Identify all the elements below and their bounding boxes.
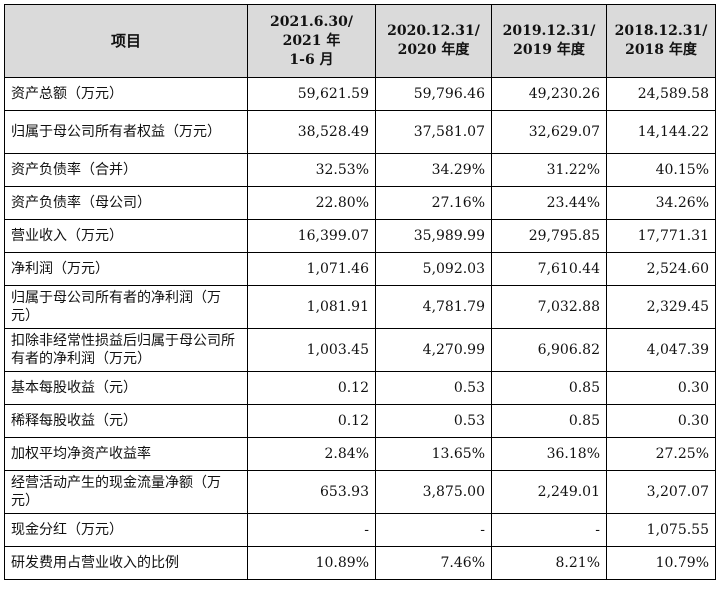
row-label: 净利润（万元） bbox=[4, 252, 248, 286]
table-row: 资产负债率（母公司） 22.80% 27.16% 23.44% 34.26% bbox=[4, 186, 716, 220]
row-label: 资产负债率（合并） bbox=[4, 153, 248, 187]
row-value: 2.84% bbox=[247, 437, 376, 471]
row-value: 34.26% bbox=[606, 186, 716, 220]
row-value: 29,795.85 bbox=[491, 219, 607, 253]
row-value: 31.22% bbox=[491, 153, 607, 187]
row-value: 32,629.07 bbox=[491, 110, 607, 154]
table-row: 归属于母公司所有者的净利润（万元） 1,081.91 4,781.79 7,032.8… bbox=[4, 285, 716, 329]
header-2019: 2019.12.31/2019 年度 bbox=[491, 4, 607, 78]
row-value: 32.53% bbox=[247, 153, 376, 187]
row-value: 3,207.07 bbox=[606, 470, 716, 514]
table-header: 项目 2021.6.30/2021 年 1-6 月 2020.12.31/2020… bbox=[4, 4, 716, 78]
row-value: 22.80% bbox=[247, 186, 376, 220]
row-label: 归属于母公司所有者的净利润（万元） bbox=[4, 285, 248, 329]
row-value: 36.18% bbox=[491, 437, 607, 471]
row-value: 1,075.55 bbox=[606, 513, 716, 547]
table-row: 资产负债率（合并） 32.53% 34.29% 31.22% 40.15% bbox=[4, 153, 716, 187]
row-value: 59,621.59 bbox=[247, 77, 376, 111]
row-label: 经营活动产生的现金流量净额（万元） bbox=[4, 470, 248, 514]
row-value: 0.12 bbox=[247, 404, 376, 438]
row-value: 14,144.22 bbox=[606, 110, 716, 154]
row-value: 4,047.39 bbox=[606, 328, 716, 372]
row-value: 5,092.03 bbox=[375, 252, 492, 286]
financial-indicators-table: 项目 2021.6.30/2021 年 1-6 月 2020.12.31/2020… bbox=[4, 4, 716, 580]
row-value: 10.79% bbox=[606, 546, 716, 580]
row-value: 38,528.49 bbox=[247, 110, 376, 154]
row-value: 13.65% bbox=[375, 437, 492, 471]
row-value: 2,524.60 bbox=[606, 252, 716, 286]
table-row: 加权平均净资产收益率 2.84% 13.65% 36.18% 27.25% bbox=[4, 437, 716, 471]
row-value: 10.89% bbox=[247, 546, 376, 580]
row-value: - bbox=[491, 513, 607, 547]
row-value: 8.21% bbox=[491, 546, 607, 580]
row-value: 27.16% bbox=[375, 186, 492, 220]
row-value: 24,589.58 bbox=[606, 77, 716, 111]
table-row: 经营活动产生的现金流量净额（万元） 653.93 3,875.00 2,249.01 3… bbox=[4, 470, 716, 514]
row-value: - bbox=[375, 513, 492, 547]
row-value: 2,249.01 bbox=[491, 470, 607, 514]
row-value: 23.44% bbox=[491, 186, 607, 220]
row-value: 49,230.26 bbox=[491, 77, 607, 111]
table-row: 基本每股收益（元） 0.12 0.53 0.85 0.30 bbox=[4, 371, 716, 405]
row-value: 0.85 bbox=[491, 404, 607, 438]
header-2018: 2018.12.31/2018 年度 bbox=[606, 4, 716, 78]
row-value: 35,989.99 bbox=[375, 219, 492, 253]
header-item: 项目 bbox=[4, 4, 248, 78]
row-label: 资产总额（万元） bbox=[4, 77, 248, 111]
row-value: - bbox=[247, 513, 376, 547]
row-value: 59,796.46 bbox=[375, 77, 492, 111]
row-value: 4,781.79 bbox=[375, 285, 492, 329]
row-value: 6,906.82 bbox=[491, 328, 607, 372]
header-2021h1: 2021.6.30/2021 年 1-6 月 bbox=[247, 4, 376, 78]
table-row: 现金分红（万元） - - -1,075.55 bbox=[4, 513, 716, 547]
row-value: 7,032.88 bbox=[491, 285, 607, 329]
row-value: 40.15% bbox=[606, 153, 716, 187]
row-label: 归属于母公司所有者权益（万元） bbox=[4, 110, 248, 154]
row-value: 16,399.07 bbox=[247, 219, 376, 253]
row-label: 现金分红（万元） bbox=[4, 513, 248, 547]
row-label: 加权平均净资产收益率 bbox=[4, 437, 248, 471]
row-value: 0.53 bbox=[375, 404, 492, 438]
row-label: 扣除非经常性损益后归属于母公司所有者的净利润（万元） bbox=[4, 328, 248, 372]
row-label: 基本每股收益（元） bbox=[4, 371, 248, 405]
row-label: 资产负债率（母公司） bbox=[4, 186, 248, 220]
table-row: 净利润（万元） 1,071.46 5,092.03 7,610.44 2,524.60 bbox=[4, 252, 716, 286]
row-value: 17,771.31 bbox=[606, 219, 716, 253]
table-row: 研发费用占营业收入的比例 10.89% 7.46% 8.21% 10.79% bbox=[4, 546, 716, 580]
header-row: 项目 2021.6.30/2021 年 1-6 月 2020.12.31/2020… bbox=[4, 4, 716, 78]
row-label: 研发费用占营业收入的比例 bbox=[4, 546, 248, 580]
row-value: 0.85 bbox=[491, 371, 607, 405]
row-value: 0.30 bbox=[606, 371, 716, 405]
row-value: 1,071.46 bbox=[247, 252, 376, 286]
table-row: 营业收入（万元） 16,399.07 35,989.99 29,795.85 17,77… bbox=[4, 219, 716, 253]
row-value: 2,329.45 bbox=[606, 285, 716, 329]
row-value: 653.93 bbox=[247, 470, 376, 514]
table-row: 资产总额（万元） 59,621.59 59,796.46 49,230.26 24,58… bbox=[4, 77, 716, 111]
row-value: 34.29% bbox=[375, 153, 492, 187]
row-value: 1,003.45 bbox=[247, 328, 376, 372]
row-value: 0.12 bbox=[247, 371, 376, 405]
row-value: 1,081.91 bbox=[247, 285, 376, 329]
table-row: 扣除非经常性损益后归属于母公司所有者的净利润（万元） 1,003.45 4,270.… bbox=[4, 328, 716, 372]
row-label: 营业收入（万元） bbox=[4, 219, 248, 253]
row-value: 3,875.00 bbox=[375, 470, 492, 514]
row-value: 4,270.99 bbox=[375, 328, 492, 372]
table-row: 归属于母公司所有者权益（万元） 38,528.49 37,581.07 32,629.… bbox=[4, 110, 716, 154]
table-body: 资产总额（万元） 59,621.59 59,796.46 49,230.26 24,58… bbox=[4, 77, 716, 580]
row-value: 0.30 bbox=[606, 404, 716, 438]
row-value: 7.46% bbox=[375, 546, 492, 580]
row-label: 稀释每股收益（元） bbox=[4, 404, 248, 438]
row-value: 27.25% bbox=[606, 437, 716, 471]
row-value: 0.53 bbox=[375, 371, 492, 405]
row-value: 7,610.44 bbox=[491, 252, 607, 286]
row-value: 37,581.07 bbox=[375, 110, 492, 154]
table-row: 稀释每股收益（元） 0.12 0.53 0.85 0.30 bbox=[4, 404, 716, 438]
header-2020: 2020.12.31/2020 年度 bbox=[375, 4, 492, 78]
